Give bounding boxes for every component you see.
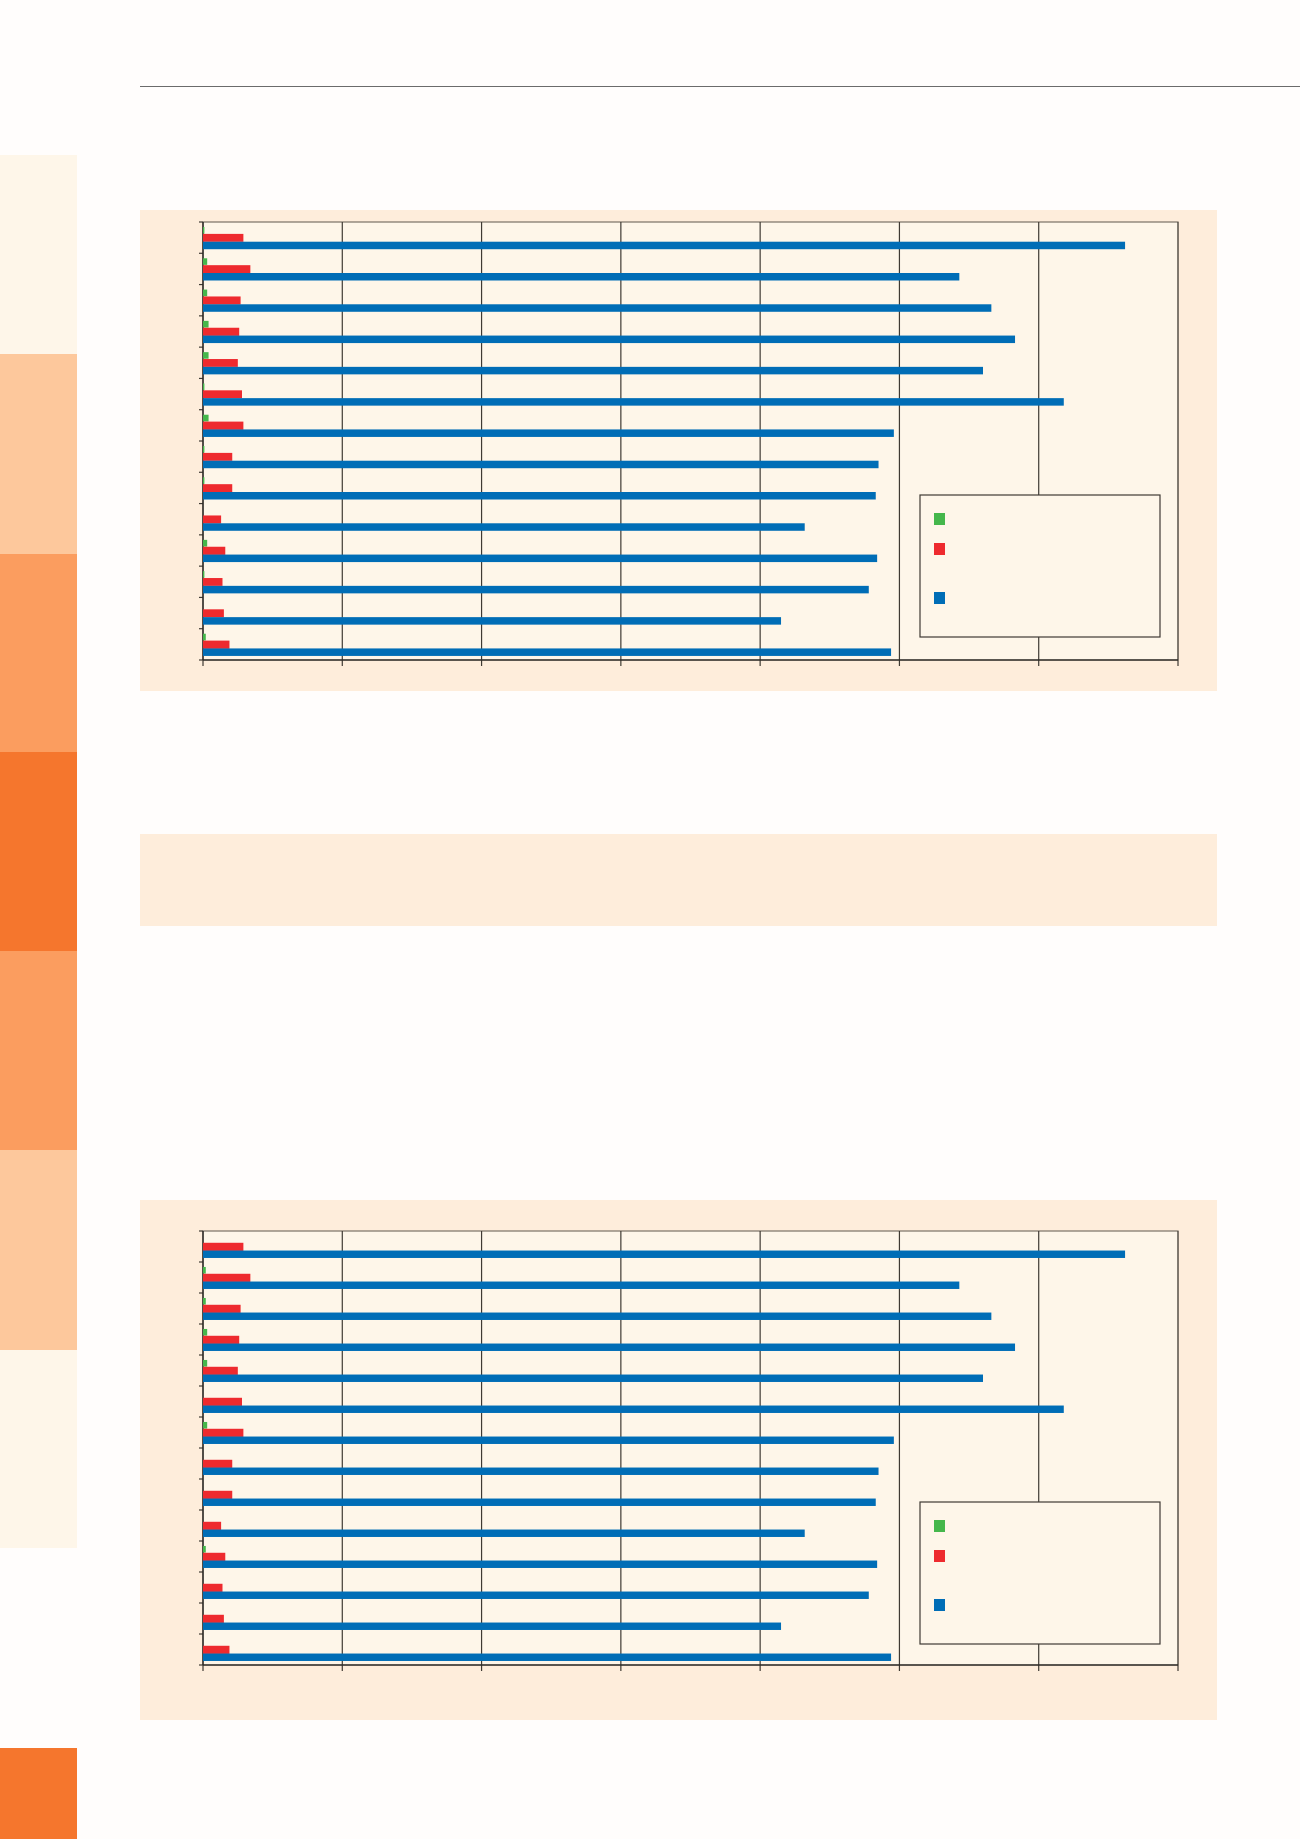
sidebar-band-7	[0, 1350, 77, 1548]
header-rule	[140, 86, 1300, 87]
sidebar-band-1	[0, 155, 77, 354]
sidebar-bottom-tab	[0, 1748, 77, 1839]
sidebar-band-2	[0, 354, 77, 554]
highlight-box	[140, 834, 1217, 926]
chart-panel-1	[140, 210, 1217, 691]
chart-panel-2	[140, 1200, 1217, 1720]
sidebar-band-5	[0, 951, 77, 1150]
sidebar-band-4	[0, 752, 77, 951]
sidebar-band-3	[0, 554, 77, 752]
sidebar-band-6	[0, 1150, 77, 1350]
